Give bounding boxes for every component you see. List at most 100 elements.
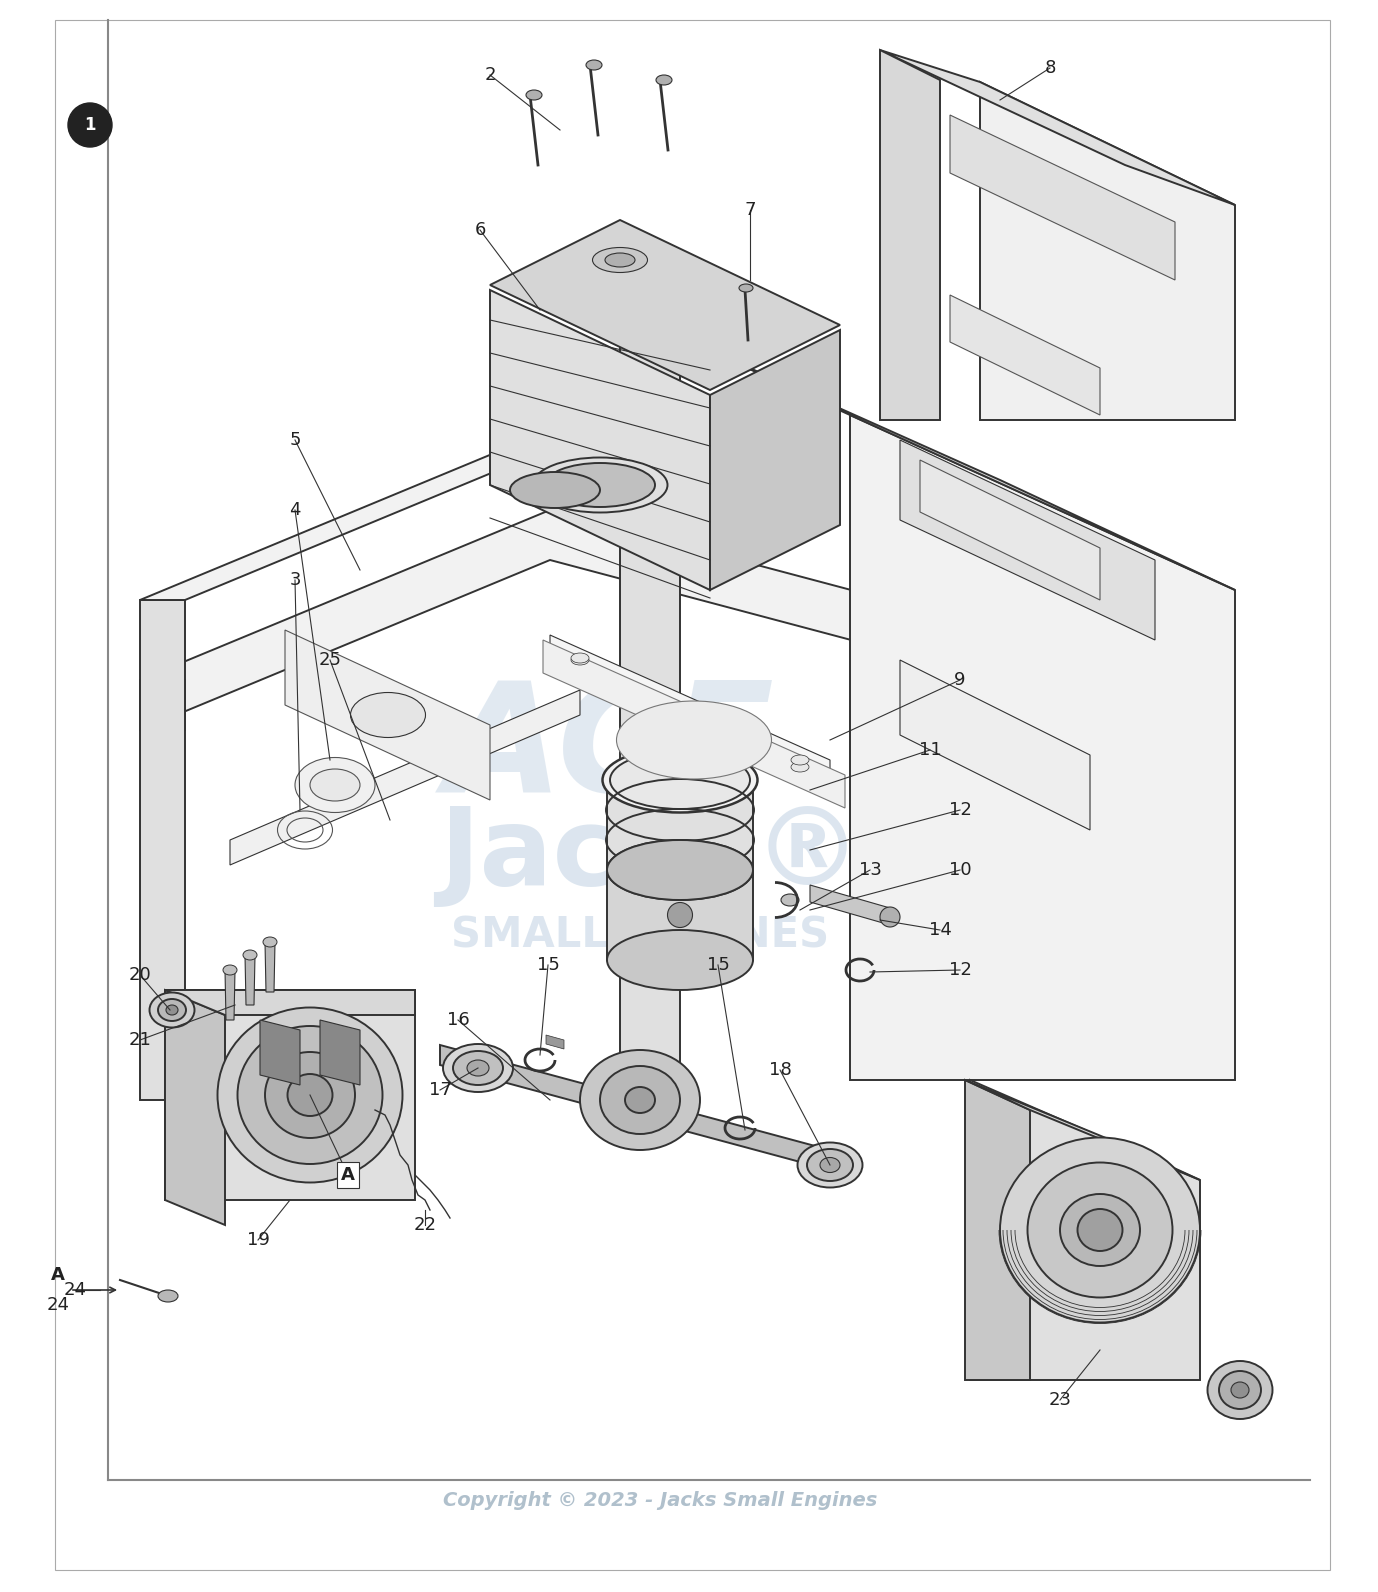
Ellipse shape (605, 253, 635, 267)
Text: 12: 12 (948, 962, 971, 979)
Polygon shape (141, 509, 1191, 731)
Polygon shape (620, 1079, 660, 1121)
Polygon shape (165, 990, 225, 1224)
Polygon shape (165, 990, 415, 1200)
Text: 2: 2 (484, 65, 496, 84)
Ellipse shape (599, 1067, 679, 1134)
Polygon shape (285, 630, 491, 801)
Ellipse shape (739, 283, 752, 291)
Polygon shape (949, 295, 1100, 416)
Text: 7: 7 (744, 201, 755, 220)
Polygon shape (440, 1044, 830, 1170)
Circle shape (68, 103, 112, 146)
Ellipse shape (606, 930, 752, 990)
Polygon shape (245, 955, 255, 1005)
Ellipse shape (158, 1290, 178, 1302)
Polygon shape (980, 83, 1235, 420)
Polygon shape (965, 1079, 1200, 1180)
Text: 6: 6 (474, 221, 485, 239)
Ellipse shape (615, 845, 745, 895)
Ellipse shape (798, 1143, 863, 1188)
Ellipse shape (350, 693, 426, 737)
Ellipse shape (808, 1149, 853, 1181)
Polygon shape (141, 680, 185, 731)
Ellipse shape (1220, 1371, 1261, 1409)
Polygon shape (550, 635, 830, 794)
Text: ACE: ACE (445, 675, 774, 825)
Polygon shape (225, 970, 236, 1020)
Polygon shape (230, 689, 580, 864)
Polygon shape (165, 990, 415, 1016)
Polygon shape (265, 942, 276, 992)
Polygon shape (491, 290, 710, 591)
Text: 20: 20 (128, 966, 152, 984)
Polygon shape (810, 885, 890, 925)
Polygon shape (606, 869, 752, 960)
Polygon shape (900, 661, 1090, 829)
Ellipse shape (265, 1052, 356, 1138)
Polygon shape (850, 416, 1235, 1079)
Polygon shape (620, 310, 679, 1079)
Text: 14: 14 (929, 922, 951, 939)
Polygon shape (543, 640, 845, 809)
Text: 4: 4 (289, 501, 300, 519)
Text: 25: 25 (318, 651, 342, 669)
Text: 15: 15 (707, 957, 729, 974)
Ellipse shape (510, 471, 599, 508)
Ellipse shape (1207, 1361, 1272, 1418)
Ellipse shape (586, 60, 602, 70)
Polygon shape (881, 49, 940, 420)
Ellipse shape (1231, 1382, 1248, 1398)
Ellipse shape (526, 91, 542, 100)
Text: 19: 19 (247, 1231, 270, 1250)
Text: 13: 13 (858, 861, 882, 879)
Ellipse shape (218, 1008, 402, 1183)
Ellipse shape (295, 758, 375, 812)
Text: 17: 17 (429, 1081, 452, 1098)
Ellipse shape (606, 841, 752, 899)
Ellipse shape (570, 654, 588, 665)
Polygon shape (320, 1020, 360, 1086)
Ellipse shape (1060, 1194, 1140, 1266)
Ellipse shape (610, 751, 750, 809)
Ellipse shape (546, 463, 655, 506)
Text: SMALL ENGINES: SMALL ENGINES (451, 914, 830, 957)
Ellipse shape (263, 938, 277, 947)
Ellipse shape (1078, 1208, 1123, 1251)
Polygon shape (921, 460, 1100, 600)
Polygon shape (546, 1035, 564, 1049)
Ellipse shape (237, 1025, 383, 1164)
Ellipse shape (570, 653, 588, 662)
Text: 16: 16 (446, 1011, 470, 1028)
Ellipse shape (626, 1087, 655, 1113)
Text: Copyright © 2023 - Jacks Small Engines: Copyright © 2023 - Jacks Small Engines (442, 1490, 878, 1509)
Polygon shape (900, 439, 1155, 640)
Polygon shape (141, 430, 595, 600)
Polygon shape (710, 330, 841, 591)
Ellipse shape (781, 895, 799, 906)
Polygon shape (949, 115, 1175, 280)
Text: 15: 15 (536, 957, 559, 974)
Text: 12: 12 (948, 801, 971, 818)
Polygon shape (606, 780, 752, 869)
Circle shape (70, 105, 110, 145)
Ellipse shape (820, 1157, 841, 1172)
Ellipse shape (791, 763, 809, 772)
Polygon shape (881, 49, 1235, 205)
Ellipse shape (791, 755, 809, 766)
Ellipse shape (593, 247, 648, 272)
Text: 1: 1 (83, 116, 96, 134)
Ellipse shape (453, 1051, 503, 1086)
Text: 9: 9 (954, 670, 966, 689)
Ellipse shape (532, 457, 667, 513)
Text: 8: 8 (1045, 59, 1056, 76)
Polygon shape (141, 600, 185, 1100)
Text: Jacks®: Jacks® (438, 802, 861, 907)
Text: 1: 1 (84, 116, 95, 134)
Ellipse shape (606, 841, 752, 899)
Ellipse shape (580, 1051, 700, 1149)
Text: A: A (51, 1266, 65, 1285)
Ellipse shape (1028, 1162, 1173, 1297)
Ellipse shape (616, 700, 772, 778)
Polygon shape (491, 220, 841, 390)
